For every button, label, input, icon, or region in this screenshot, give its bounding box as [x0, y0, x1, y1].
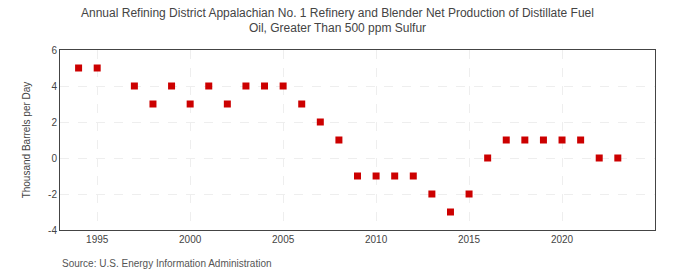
svg-text:4: 4 [51, 81, 57, 92]
svg-text:Source: U.S. Energy Informatio: Source: U.S. Energy Information Administ… [62, 258, 272, 269]
svg-text:2: 2 [51, 117, 57, 128]
svg-text:6: 6 [51, 45, 57, 56]
svg-text:0: 0 [51, 153, 57, 164]
svg-text:Thousand Barrels per Day: Thousand Barrels per Day [21, 82, 32, 199]
svg-text:2015: 2015 [458, 234, 481, 245]
svg-text:2005: 2005 [272, 234, 295, 245]
svg-text:2000: 2000 [179, 234, 202, 245]
svg-text:Annual Refining District Appal: Annual Refining District Appalachian No.… [81, 6, 594, 36]
svg-text:2020: 2020 [551, 234, 574, 245]
svg-text:2010: 2010 [365, 234, 388, 245]
svg-text:1995: 1995 [86, 234, 109, 245]
svg-text:-2: -2 [48, 189, 57, 200]
svg-text:-4: -4 [48, 225, 57, 236]
